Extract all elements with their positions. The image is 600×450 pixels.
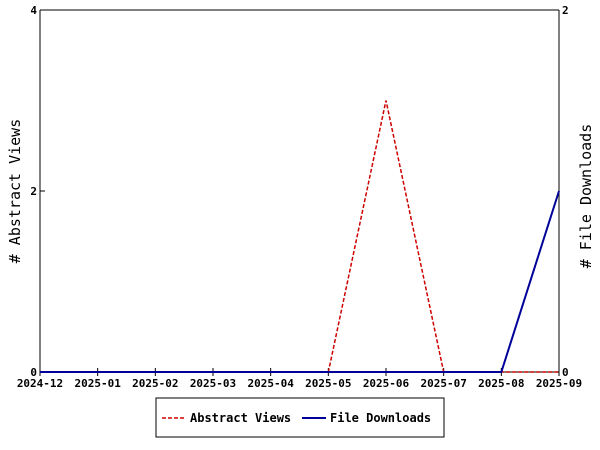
x-tick-label: 2025-02	[132, 377, 178, 390]
series-line-file-downloads	[40, 190, 560, 373]
legend-box	[155, 397, 445, 438]
series-line-abstract-views	[40, 100, 559, 373]
left-y-axis-title: # Abstract Views	[6, 119, 24, 264]
left-y-tick-label: 0	[30, 366, 37, 379]
right-y-axis-title: # File Downloads	[577, 124, 595, 269]
plot-frame	[39, 9, 560, 373]
x-tick-label: 2025-03	[190, 377, 236, 390]
x-tick-label: 2025-05	[305, 377, 351, 390]
left-y-axis-ticks: 0 2 4	[30, 4, 45, 379]
right-y-axis-ticks: 02	[554, 4, 569, 379]
right-y-tick-label: 0	[562, 366, 569, 379]
x-tick-label: 2025-09	[536, 377, 582, 390]
x-tick-label: 2025-08	[478, 377, 524, 390]
x-tick-label: 2025-01	[74, 377, 121, 390]
left-y-tick-label: 4	[30, 4, 37, 17]
x-tick-label: 2025-06	[363, 377, 410, 390]
legend-label: File Downloads	[330, 411, 431, 425]
left-y-tick-label: 2	[30, 185, 37, 198]
series-layer	[40, 100, 560, 373]
right-y-tick-label: 2	[562, 4, 569, 17]
legend-label: Abstract Views	[190, 411, 291, 425]
x-tick-label: 2025-04	[247, 377, 294, 390]
x-tick-label: 2024-12	[17, 377, 63, 390]
x-tick-label: 2025-07	[420, 377, 466, 390]
legend: Abstract Views File Downloads	[155, 397, 445, 438]
